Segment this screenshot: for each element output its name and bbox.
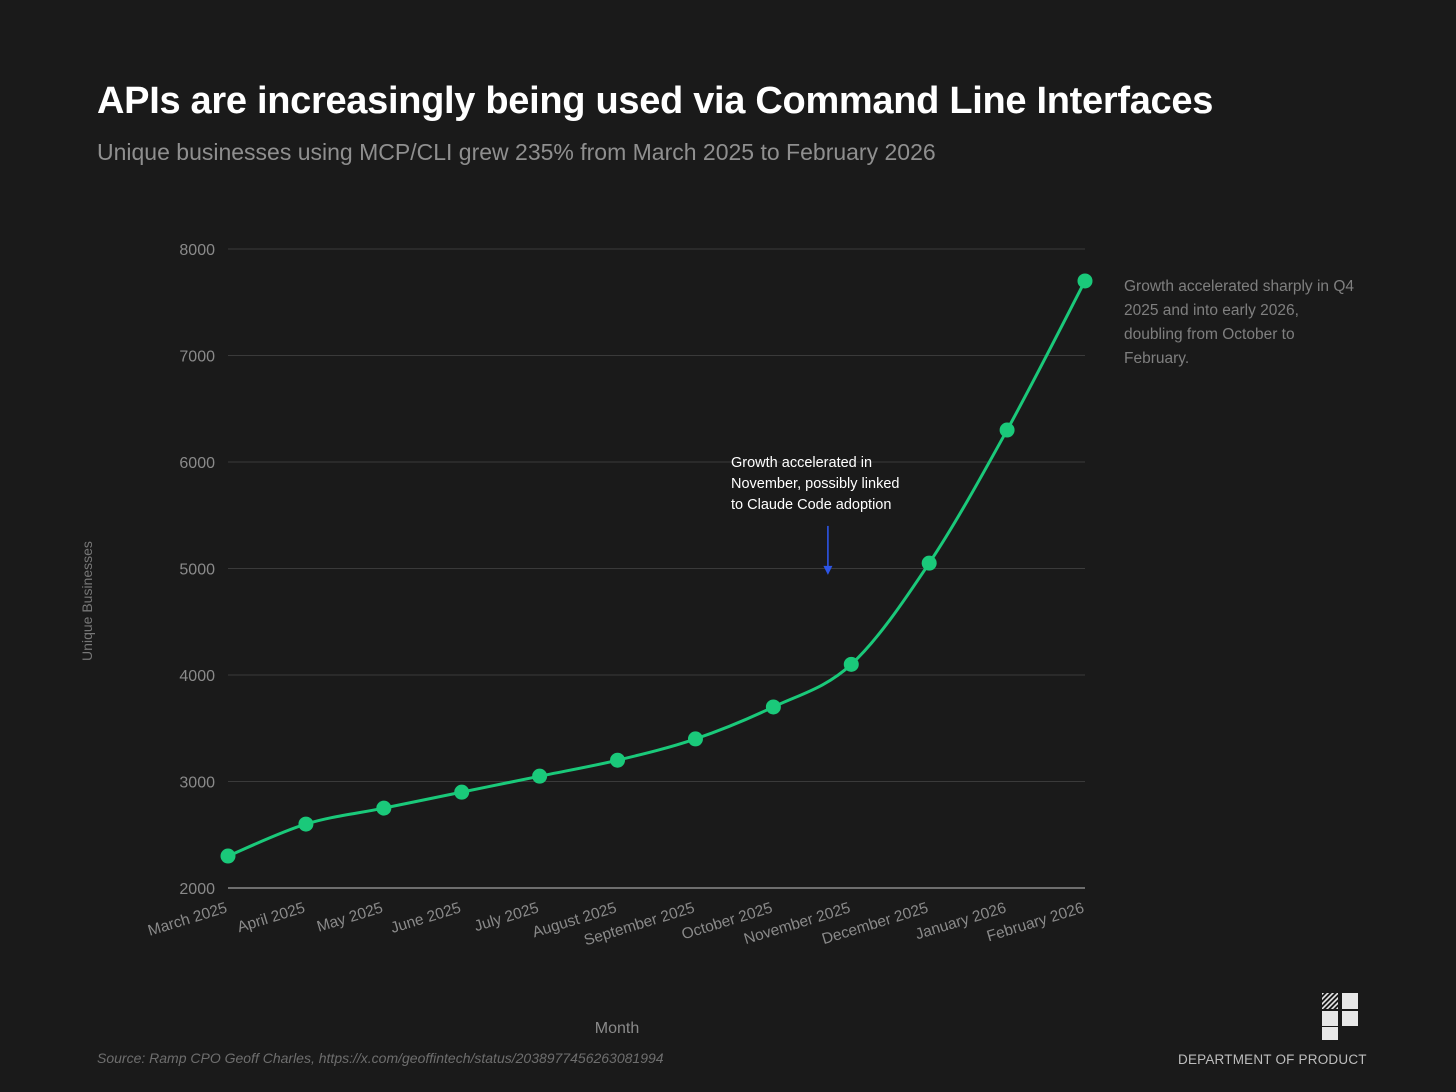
- x-tick-label: June 2025: [389, 900, 463, 937]
- gridlines: [228, 248, 1085, 889]
- chart-title: APIs are increasingly being used via Com…: [97, 80, 1214, 122]
- y-tick-label: 6000: [179, 455, 215, 472]
- y-tick-label: 8000: [179, 242, 215, 259]
- y-tick-label: 3000: [179, 775, 215, 792]
- x-axis-ticks: March 2025 April 2025 May 2025 June 2025 Jul…: [146, 900, 1086, 950]
- x-tick-label: July 2025: [472, 900, 540, 936]
- data-point: [376, 800, 392, 816]
- data-point: [687, 731, 703, 747]
- x-tick-label: March 2025: [146, 900, 229, 940]
- y-axis-label: Unique Businesses: [79, 541, 95, 661]
- data-point: [454, 784, 470, 800]
- annotation-text-line: Growth accelerated in: [731, 455, 872, 471]
- y-tick-label: 7000: [179, 349, 215, 366]
- chart-subtitle: Unique businesses using MCP/CLI grew 235…: [97, 139, 936, 165]
- data-point: [298, 816, 314, 832]
- y-tick-label: 2000: [179, 881, 215, 898]
- annotation: Growth accelerated in November, possibly …: [731, 455, 899, 575]
- data-point: [765, 699, 781, 715]
- source-citation: Source: Ramp CPO Geoff Charles, https://…: [97, 1050, 664, 1066]
- y-tick-label: 5000: [179, 562, 215, 579]
- annotation-arrow-head: [823, 565, 833, 575]
- x-tick-label: April 2025: [235, 900, 307, 937]
- brand-name: DEPARTMENT OF PRODUCT: [1178, 1052, 1367, 1067]
- y-tick-label: 4000: [179, 668, 215, 685]
- data-point: [610, 752, 626, 768]
- data-point: [921, 555, 937, 571]
- annotation-text-line: November, possibly linked: [731, 476, 899, 492]
- y-axis-ticks: 2000 3000 4000 5000 6000 7000 8000: [179, 242, 215, 898]
- data-point: [220, 848, 236, 864]
- x-tick-label: May 2025: [315, 900, 385, 936]
- department-of-product-logo-icon: [1321, 992, 1359, 1040]
- data-point: [1077, 273, 1093, 289]
- data-points: [220, 273, 1093, 864]
- data-point: [532, 768, 548, 784]
- data-point: [843, 656, 859, 672]
- side-note: Growth accelerated sharply in Q4 2025 an…: [1124, 278, 1355, 367]
- annotation-text-line: to Claude Code adoption: [731, 497, 891, 513]
- x-axis-label: Month: [595, 1020, 639, 1037]
- data-point: [999, 422, 1015, 438]
